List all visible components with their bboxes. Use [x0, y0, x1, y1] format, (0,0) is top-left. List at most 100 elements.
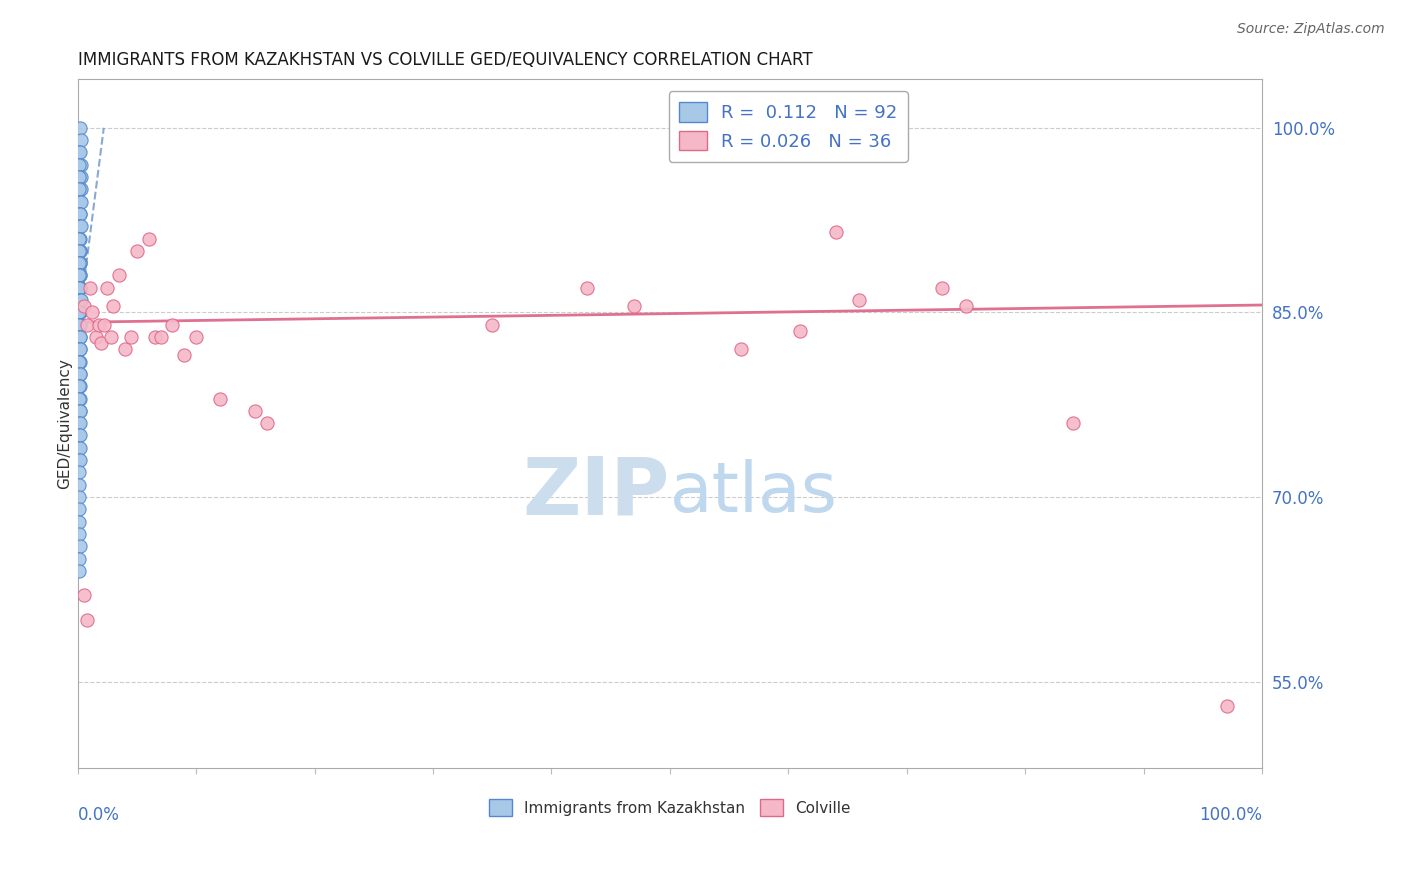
Point: [67, 318, 90, 332]
Point: [69, 207, 91, 221]
Point: [69, 379, 91, 393]
Point: [69, 256, 91, 270]
Point: [67, 231, 90, 245]
Text: ZIP: ZIP: [523, 453, 669, 531]
Point: [69, 194, 91, 209]
Y-axis label: GED/Equivalency: GED/Equivalency: [58, 358, 72, 489]
Point: [67, 343, 90, 357]
Point: [208, 392, 231, 406]
Point: [67, 169, 90, 184]
Text: atlas: atlas: [669, 458, 838, 525]
Point: [789, 324, 811, 338]
Point: [67, 330, 90, 344]
Point: [69, 169, 91, 184]
Point: [67, 281, 90, 295]
Point: [848, 293, 870, 307]
Point: [84, 330, 107, 344]
Point: [69, 318, 91, 332]
Point: [67, 392, 90, 406]
Point: [67, 219, 90, 234]
Point: [931, 281, 953, 295]
Point: [69, 441, 91, 455]
Point: [69, 305, 91, 319]
Point: [67, 145, 90, 160]
Point: [955, 299, 977, 313]
Point: [69, 207, 91, 221]
Point: [76, 613, 98, 627]
Point: [67, 416, 90, 430]
Point: [67, 231, 90, 245]
Point: [67, 244, 90, 258]
Point: [67, 354, 90, 368]
Point: [173, 348, 195, 362]
Point: [67, 466, 90, 480]
Point: [120, 330, 142, 344]
Point: [67, 305, 90, 319]
Point: [69, 392, 91, 406]
Point: [70, 133, 93, 147]
Point: [69, 268, 91, 283]
Point: [67, 182, 90, 196]
Legend: Immigrants from Kazakhstan, Colville: Immigrants from Kazakhstan, Colville: [482, 793, 858, 822]
Point: [70, 158, 93, 172]
Point: [138, 231, 160, 245]
Point: [70, 293, 93, 307]
Point: [69, 256, 91, 270]
Point: [69, 404, 91, 418]
Point: [67, 354, 90, 368]
Point: [69, 404, 91, 418]
Text: 0.0%: 0.0%: [77, 805, 120, 823]
Point: [70, 219, 93, 234]
Point: [824, 226, 846, 240]
Point: [67, 379, 90, 393]
Point: [67, 305, 90, 319]
Point: [69, 453, 91, 467]
Point: [67, 551, 90, 566]
Point: [80, 305, 103, 319]
Point: [73, 589, 96, 603]
Point: [69, 293, 91, 307]
Point: [67, 477, 90, 491]
Point: [481, 318, 503, 332]
Point: [70, 182, 93, 196]
Point: [1062, 416, 1084, 430]
Point: [67, 318, 90, 332]
Point: [103, 299, 125, 313]
Point: [149, 330, 172, 344]
Point: [76, 318, 98, 332]
Point: [67, 244, 90, 258]
Point: [623, 299, 645, 313]
Point: [67, 207, 90, 221]
Point: [67, 428, 90, 442]
Point: [575, 281, 598, 295]
Point: [67, 281, 90, 295]
Text: IMMIGRANTS FROM KAZAKHSTAN VS COLVILLE GED/EQUIVALENCY CORRELATION CHART: IMMIGRANTS FROM KAZAKHSTAN VS COLVILLE G…: [77, 51, 813, 69]
Point: [69, 318, 91, 332]
Text: Source: ZipAtlas.com: Source: ZipAtlas.com: [1237, 22, 1385, 37]
Point: [162, 318, 184, 332]
Point: [100, 330, 122, 344]
Point: [69, 305, 91, 319]
Text: 100.0%: 100.0%: [1199, 805, 1263, 823]
Point: [67, 268, 90, 283]
Point: [69, 268, 91, 283]
Point: [73, 299, 96, 313]
Point: [67, 256, 90, 270]
Point: [90, 336, 112, 351]
Point: [67, 268, 90, 283]
Point: [67, 404, 90, 418]
Point: [69, 354, 91, 368]
Point: [245, 404, 267, 418]
Point: [108, 268, 131, 283]
Point: [69, 330, 91, 344]
Point: [69, 145, 91, 160]
Point: [67, 256, 90, 270]
Point: [70, 194, 93, 209]
Point: [69, 367, 91, 381]
Point: [69, 293, 91, 307]
Point: [730, 343, 752, 357]
Point: [67, 305, 90, 319]
Point: [67, 293, 90, 307]
Point: [69, 367, 91, 381]
Point: [87, 318, 110, 332]
